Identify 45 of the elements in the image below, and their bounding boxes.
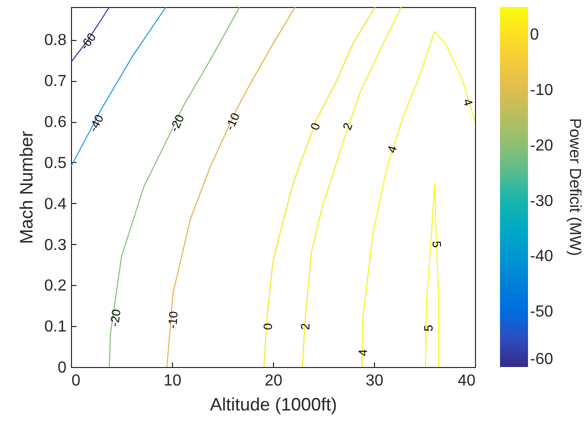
- color-bar-label: -50: [530, 304, 554, 321]
- line-series: [302, 7, 402, 367]
- line-series: [166, 7, 296, 367]
- annotation: 4: [356, 348, 370, 356]
- annotation: 2: [340, 120, 356, 132]
- annotation: 2: [298, 322, 313, 330]
- x-tick-label: 20: [264, 372, 282, 390]
- line-series: [71, 7, 166, 168]
- y-axis-title: Mach Number: [16, 130, 36, 244]
- color-bar-label: 0: [530, 26, 539, 44]
- y-tick-label: 0.1: [44, 318, 67, 336]
- annotation: -60: [77, 30, 100, 53]
- color-bar-label: -40: [530, 248, 554, 266]
- y-tick-label: 0.4: [44, 196, 67, 213]
- y-tick-label: 0.8: [44, 32, 67, 50]
- color-bar-label: -60: [530, 351, 554, 368]
- line-series: [108, 7, 240, 367]
- x-axis-title: Altitude (1000ft): [210, 394, 338, 414]
- color-bar-label: -10: [530, 82, 554, 100]
- annotation: 5: [430, 240, 444, 248]
- annotation: 4: [460, 97, 476, 108]
- x-tick-label: 10: [164, 372, 182, 390]
- y-tick-label: 0.7: [44, 73, 67, 90]
- y-tick-label: 0.3: [44, 236, 67, 254]
- annotation: 0: [308, 120, 324, 132]
- color-bar-label: -30: [530, 192, 554, 210]
- line-series: [425, 182, 440, 367]
- annotation: 5: [421, 324, 436, 332]
- y-tick-label: 0: [58, 360, 67, 376]
- line-series: [263, 7, 376, 367]
- color-bar-title: Power Deficit (MW): [566, 118, 583, 256]
- annotation: -10: [222, 110, 243, 132]
- y-tick-label: 0.2: [44, 278, 67, 295]
- y-tick-label: 0.5: [44, 154, 67, 172]
- x-tick-label: 0: [72, 372, 80, 390]
- annotation: -20: [107, 308, 124, 328]
- x-tick-label: 30: [366, 372, 384, 390]
- annotation: -40: [86, 112, 107, 134]
- x-tick-label: 40: [458, 372, 476, 390]
- annotation: 4: [384, 144, 400, 155]
- annotation: -20: [166, 112, 188, 134]
- y-tick-label: 0.6: [44, 114, 67, 132]
- annotation: 0: [260, 322, 276, 330]
- annotation: -10: [165, 310, 181, 330]
- color-bar-label: -20: [530, 137, 554, 154]
